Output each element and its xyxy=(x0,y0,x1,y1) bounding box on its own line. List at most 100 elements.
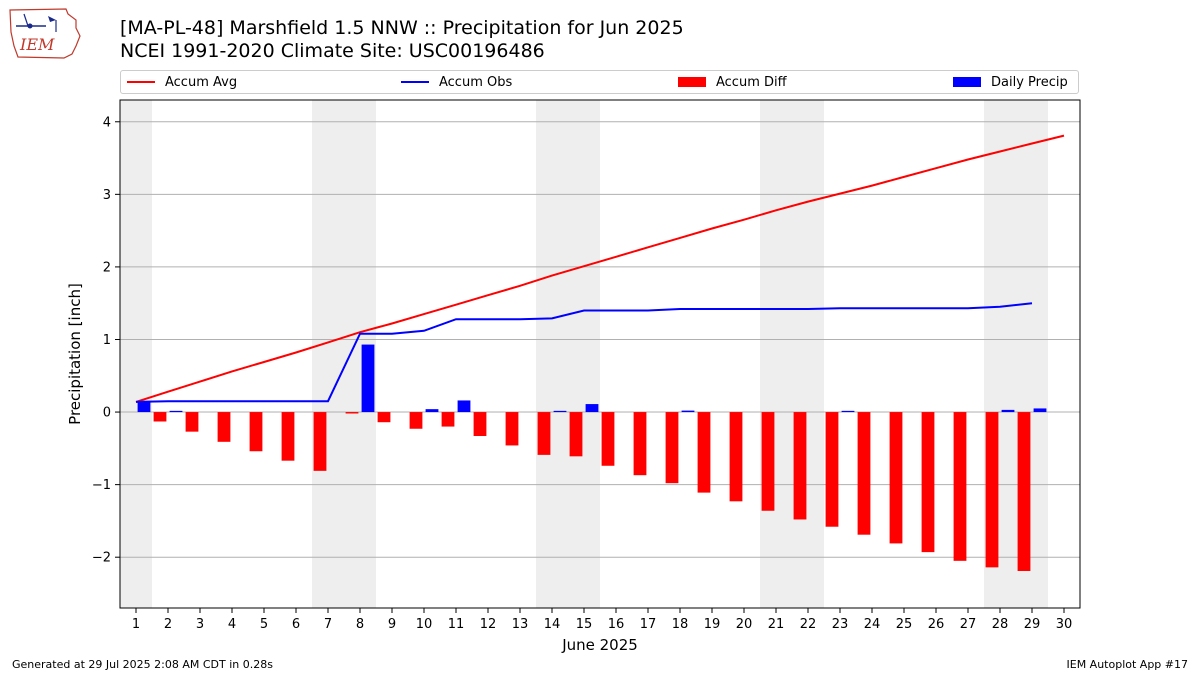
y-tick-label: −2 xyxy=(92,551,111,566)
logo-wordmark: IEM xyxy=(19,35,55,54)
accum-diff-bar xyxy=(729,412,743,502)
x-tick-label: 27 xyxy=(960,617,977,632)
accum-diff-bar xyxy=(473,412,487,437)
legend-swatch-accum-obs xyxy=(401,81,429,83)
x-tick-label: 3 xyxy=(196,617,204,632)
accum-obs-line xyxy=(135,302,1033,403)
accum-diff-bar xyxy=(505,412,519,446)
legend-label-daily-precip: Daily Precip xyxy=(991,74,1068,90)
y-tick-label: 3 xyxy=(103,188,111,203)
x-tick-label: 7 xyxy=(324,617,332,632)
accum-diff-bar xyxy=(985,412,999,568)
accum-diff-bar xyxy=(409,412,423,429)
weekend-shade-band xyxy=(120,100,152,608)
accum-diff-bar xyxy=(793,412,807,520)
daily-precip-bar xyxy=(361,344,375,413)
plot-frame xyxy=(119,99,1081,609)
x-tick-label: 19 xyxy=(704,617,721,632)
x-tick-label: 1 xyxy=(132,617,140,632)
accum-diff-bar xyxy=(569,412,583,457)
x-tick-label: 8 xyxy=(356,617,364,632)
x-tick-label: 2 xyxy=(164,617,172,632)
accum-diff-bar xyxy=(921,412,935,553)
daily-precip-bar xyxy=(1001,409,1015,413)
iem-logo: IEM xyxy=(9,8,81,59)
accum-diff-bar xyxy=(761,412,775,511)
accum-diff-bar xyxy=(953,412,967,561)
daily-precip-bar xyxy=(457,400,471,413)
legend-item-daily-precip: Daily Precip xyxy=(953,71,1068,93)
legend-label-accum-obs: Accum Obs xyxy=(439,74,513,90)
x-tick-label: 9 xyxy=(388,617,396,632)
x-tick-label: 25 xyxy=(896,617,913,632)
accum-diff-bar xyxy=(1017,412,1031,571)
accum-diff-bar xyxy=(633,412,647,476)
x-tick-label: 14 xyxy=(544,617,561,632)
weekend-shade-band xyxy=(760,100,824,608)
accum-diff-bar xyxy=(601,412,615,466)
legend-swatch-accum-diff xyxy=(678,77,706,87)
x-tick-label: 21 xyxy=(768,617,785,632)
legend-item-accum-diff: Accum Diff xyxy=(678,71,787,93)
legend: Accum Avg Accum Obs Accum Diff Daily Pre… xyxy=(120,70,1079,94)
daily-precip-bars xyxy=(137,344,1047,413)
accum-diff-bar xyxy=(153,412,167,422)
accum-diff-bar xyxy=(537,412,551,455)
x-tick-label: 22 xyxy=(800,617,817,632)
x-tick-label: 15 xyxy=(576,617,593,632)
y-tick-label: 0 xyxy=(103,406,111,421)
daily-precip-bar xyxy=(841,410,855,413)
daily-precip-bar xyxy=(681,410,695,413)
x-tick-label: 29 xyxy=(1024,617,1041,632)
legend-label-accum-diff: Accum Diff xyxy=(716,74,787,90)
x-tick-label: 28 xyxy=(992,617,1009,632)
x-tick-label: 26 xyxy=(928,617,945,632)
accum-diff-bar xyxy=(313,412,327,471)
accum-diff-bars xyxy=(121,412,1031,571)
horizontal-gridlines xyxy=(120,121,1080,558)
accum-diff-bar xyxy=(185,412,199,432)
x-tick-label: 30 xyxy=(1056,617,1073,632)
daily-precip-bar xyxy=(425,409,439,413)
daily-precip-bar xyxy=(169,410,183,413)
x-tick-label: 12 xyxy=(480,617,497,632)
accum-lines xyxy=(135,134,1065,403)
y-axis-label: Precipitation [inch] xyxy=(66,283,84,425)
x-tick-label: 23 xyxy=(832,617,849,632)
legend-item-accum-avg: Accum Avg xyxy=(127,71,237,93)
x-tick-label: 11 xyxy=(448,617,465,632)
accum-diff-bar xyxy=(697,412,711,493)
legend-item-accum-obs: Accum Obs xyxy=(401,71,512,93)
x-axis-label: June 2025 xyxy=(561,636,638,654)
legend-swatch-accum-avg xyxy=(127,81,155,83)
y-tick-label: −1 xyxy=(92,478,111,493)
y-tick-label: 4 xyxy=(103,115,111,130)
accum-diff-bar xyxy=(665,412,679,484)
x-tick-label: 16 xyxy=(608,617,625,632)
x-axis-ticks: 1 2 3 4 5 6 7 8 9 10 11 12 13 14 15 16 17 18 19 20 21 22 23 24 2… xyxy=(132,608,1072,632)
x-tick-label: 4 xyxy=(228,617,236,632)
generated-timestamp: Generated at 29 Jul 2025 2:08 AM CDT in … xyxy=(12,658,273,671)
x-tick-label: 24 xyxy=(864,617,881,632)
accum-diff-bar xyxy=(217,412,231,442)
x-tick-label: 20 xyxy=(736,617,753,632)
y-axis-ticks: 4 3 2 1 0 −1 −2 xyxy=(92,115,120,566)
accum-diff-bar xyxy=(825,412,839,527)
accum-diff-bar xyxy=(889,412,903,544)
daily-precip-bar xyxy=(137,401,151,413)
legend-swatch-daily-precip xyxy=(953,77,981,87)
accum-avg-line xyxy=(135,134,1065,403)
accum-diff-bar xyxy=(857,412,871,535)
accum-diff-bar xyxy=(441,412,455,427)
x-tick-label: 18 xyxy=(672,617,689,632)
x-tick-label: 6 xyxy=(292,617,300,632)
daily-precip-bar xyxy=(553,410,567,413)
accum-diff-bar xyxy=(377,412,391,423)
autoplot-app-id: IEM Autoplot App #17 xyxy=(1066,658,1189,671)
chart-subtitle: NCEI 1991-2020 Climate Site: USC00196486 xyxy=(120,40,545,62)
weekend-shade-band xyxy=(536,100,600,608)
x-tick-label: 13 xyxy=(512,617,529,632)
daily-precip-bar xyxy=(585,404,599,413)
chart-title: [MA-PL-48] Marshfield 1.5 NNW :: Precipi… xyxy=(120,17,684,39)
